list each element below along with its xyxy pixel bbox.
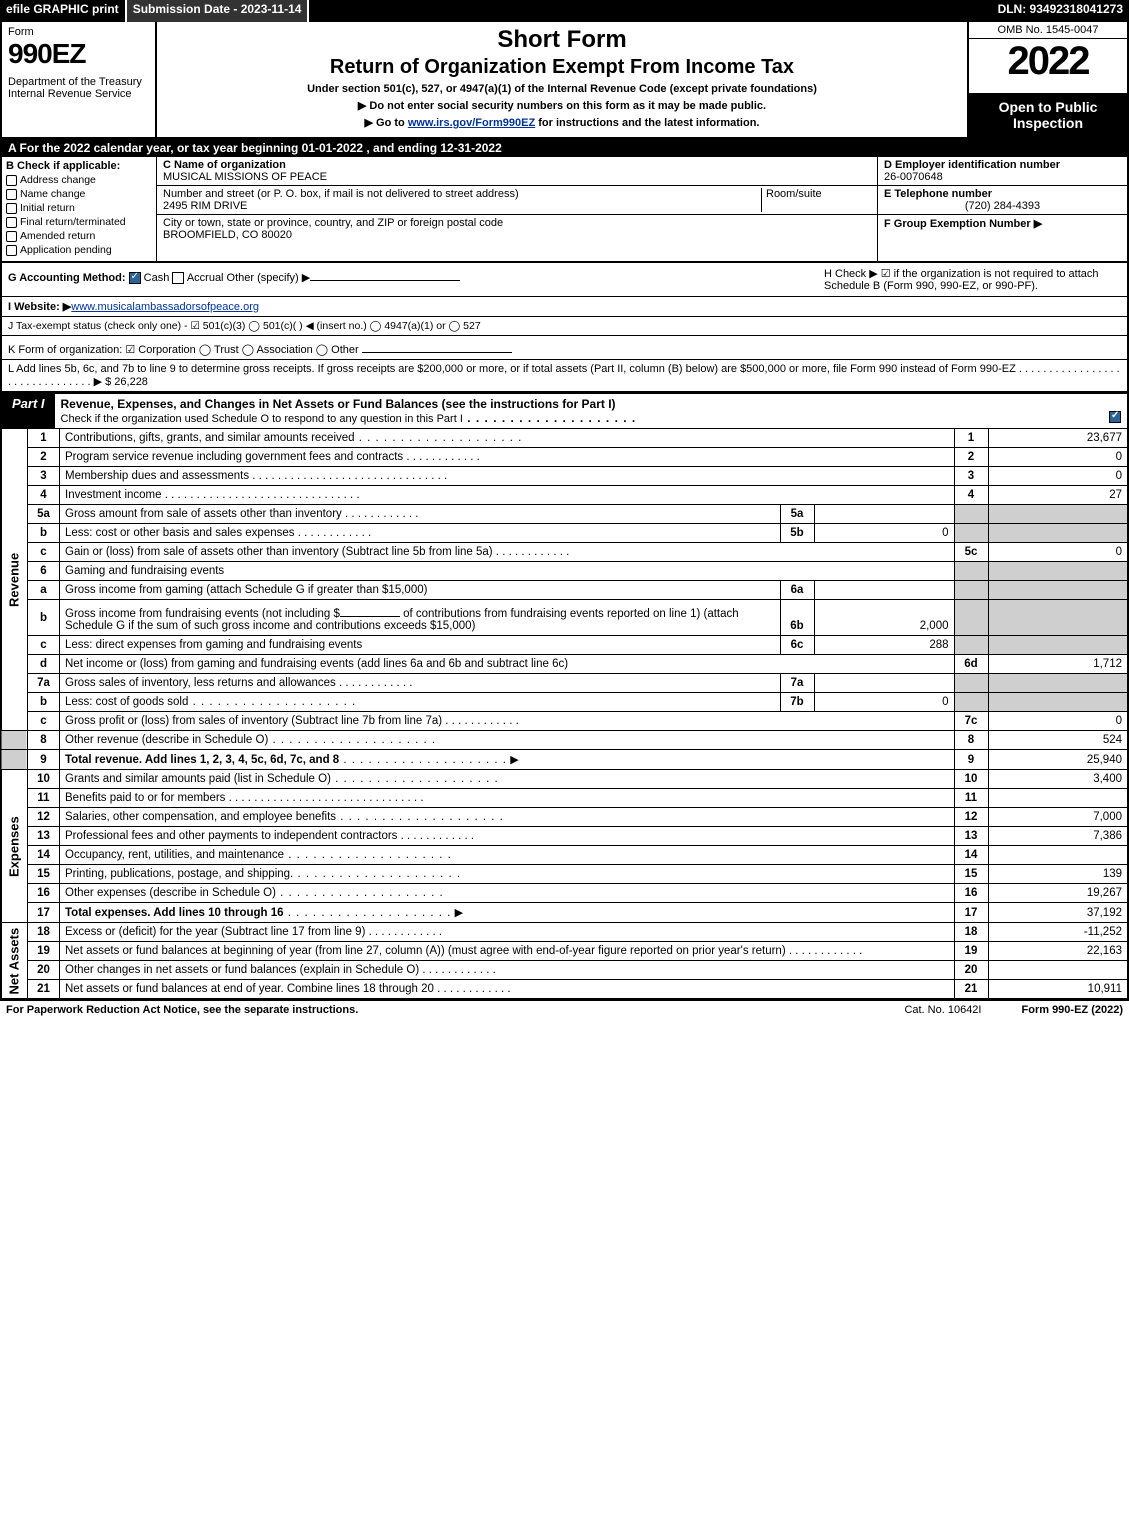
city-state-zip: BROOMFIELD, CO 80020	[163, 229, 292, 241]
val-4: 27	[988, 486, 1128, 505]
telephone: (720) 284-4393	[884, 200, 1121, 212]
group-exemption: F Group Exemption Number ▶	[884, 218, 1042, 230]
header-mid: Short Form Return of Organization Exempt…	[157, 22, 967, 137]
title-short-form: Short Form	[165, 26, 959, 54]
val-2: 0	[988, 448, 1128, 467]
revenue-label: Revenue	[1, 429, 28, 731]
note-ssn: ▶ Do not enter social security numbers o…	[165, 99, 959, 112]
dln: DLN: 93492318041273	[992, 0, 1129, 22]
val-7c: 0	[988, 712, 1128, 731]
line-l-amount: ▶ $ 26,228	[94, 376, 148, 388]
accrual-checkbox	[172, 272, 184, 284]
section-bcdef: B Check if applicable: Address change Na…	[0, 157, 1129, 263]
street: 2495 RIM DRIVE	[163, 200, 247, 212]
header-left: Form 990EZ Department of the Treasury In…	[2, 22, 157, 137]
val-5b: 0	[814, 524, 954, 543]
open-public: Open to Public Inspection	[969, 93, 1127, 137]
part-1-header: Part I Revenue, Expenses, and Changes in…	[0, 393, 1129, 428]
part1-schedule-o-checkbox	[1109, 411, 1121, 423]
submission-date: Submission Date - 2023-11-14	[127, 0, 310, 22]
col-b: B Check if applicable: Address change Na…	[2, 157, 157, 261]
check-application-pending: Application pending	[6, 244, 152, 256]
footer-right: Form 990-EZ (2022)	[1022, 1004, 1124, 1016]
val-10: 3,400	[988, 770, 1128, 789]
val-7b: 0	[814, 693, 954, 712]
b-head: B Check if applicable:	[6, 160, 152, 172]
irs-link[interactable]: www.irs.gov/Form990EZ	[408, 117, 535, 129]
website-link[interactable]: www.musicalambassadorsofpeace.org	[71, 301, 259, 313]
line-a: A For the 2022 calendar year, or tax yea…	[0, 139, 1129, 157]
val-15: 139	[988, 865, 1128, 884]
top-bar: efile GRAPHIC print Submission Date - 20…	[0, 0, 1129, 22]
subtitle: Under section 501(c), 527, or 4947(a)(1)…	[165, 83, 959, 95]
form-number: 990EZ	[8, 38, 149, 70]
line-j: J Tax-exempt status (check only one) - ☑…	[0, 317, 1129, 336]
omb-number: OMB No. 1545-0047	[969, 22, 1127, 39]
col-c: C Name of organizationMUSICAL MISSIONS O…	[157, 157, 877, 261]
val-17: 37,192	[988, 903, 1128, 923]
val-16: 19,267	[988, 884, 1128, 903]
room-suite-lbl: Room/suite	[761, 188, 871, 212]
check-address-change: Address change	[6, 174, 152, 186]
val-13: 7,386	[988, 827, 1128, 846]
val-5c: 0	[988, 543, 1128, 562]
check-initial-return: Initial return	[6, 202, 152, 214]
col-def: D Employer identification number26-00706…	[877, 157, 1127, 261]
line-h: H Check ▶ ☑ if the organization is not r…	[817, 263, 1127, 296]
val-21: 10,911	[988, 980, 1128, 1000]
val-6c: 288	[814, 636, 954, 655]
val-9: 25,940	[988, 750, 1128, 770]
part-1-title: Revenue, Expenses, and Changes in Net As…	[61, 397, 616, 411]
val-8: 524	[988, 731, 1128, 750]
cash-checkbox	[129, 272, 141, 284]
ein: 26-0070648	[884, 171, 943, 183]
footer-cat: Cat. No. 10642I	[864, 1004, 1021, 1016]
val-1: 23,677	[988, 429, 1128, 448]
header-right: OMB No. 1545-0047 2022 Open to Public In…	[967, 22, 1127, 137]
form-header: Form 990EZ Department of the Treasury In…	[0, 22, 1129, 139]
lines-gh: G Accounting Method: Cash Accrual Other …	[0, 263, 1129, 297]
tax-year: 2022	[969, 39, 1127, 93]
footer: For Paperwork Reduction Act Notice, see …	[0, 1000, 1129, 1019]
title-return: Return of Organization Exempt From Incom…	[165, 56, 959, 79]
org-name: MUSICAL MISSIONS OF PEACE	[163, 171, 327, 183]
val-6b: 2,000	[814, 600, 954, 636]
check-amended-return: Amended return	[6, 230, 152, 242]
efile-label: efile GRAPHIC print	[0, 0, 127, 22]
part-1-label: Part I	[2, 393, 55, 428]
expenses-label: Expenses	[1, 770, 28, 923]
val-19: 22,163	[988, 942, 1128, 961]
val-6d: 1,712	[988, 655, 1128, 674]
check-final-return: Final return/terminated	[6, 216, 152, 228]
finance-table: Revenue 1Contributions, gifts, grants, a…	[0, 428, 1129, 1000]
line-k: K Form of organization: ☑ Corporation ◯ …	[0, 336, 1129, 360]
form-label: Form	[8, 26, 149, 38]
val-3: 0	[988, 467, 1128, 486]
line-l: L Add lines 5b, 6c, and 7b to line 9 to …	[0, 360, 1129, 393]
note-goto: ▶ Go to www.irs.gov/Form990EZ for instru…	[165, 116, 959, 129]
netassets-label: Net Assets	[1, 923, 28, 1000]
val-12: 7,000	[988, 808, 1128, 827]
check-name-change: Name change	[6, 188, 152, 200]
dept-label: Department of the Treasury Internal Reve…	[8, 76, 149, 100]
footer-left: For Paperwork Reduction Act Notice, see …	[6, 1004, 864, 1016]
val-18: -11,252	[988, 923, 1128, 942]
line-i: I Website: ▶www.musicalambassadorsofpeac…	[0, 297, 1129, 317]
